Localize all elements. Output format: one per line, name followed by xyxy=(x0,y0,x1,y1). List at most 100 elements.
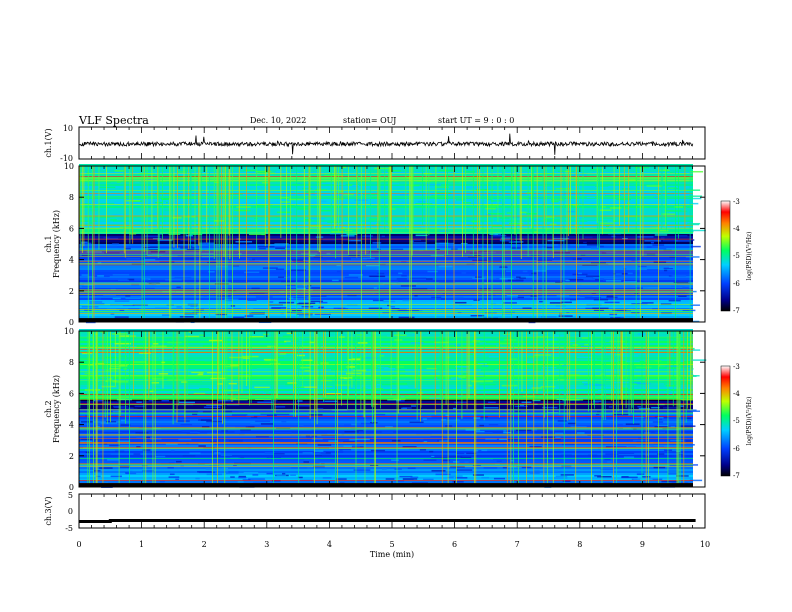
spectrogram-cell xyxy=(197,373,204,376)
spectrogram-cell xyxy=(80,421,93,423)
spectrogram-band xyxy=(79,455,693,457)
spectrogram-cell xyxy=(253,217,259,220)
spectrogram-cell xyxy=(100,216,115,219)
spectrogram-cell xyxy=(617,424,623,426)
spectrogram-cell xyxy=(451,248,458,250)
spectrogram-cell xyxy=(506,295,519,297)
spectrogram-band xyxy=(79,419,693,421)
spectrogram-band xyxy=(79,164,693,166)
spectrogram-cell xyxy=(125,472,137,475)
spectrogram-cell xyxy=(510,247,521,249)
spectrogram-cell xyxy=(313,256,323,258)
spectrogram-cell xyxy=(410,277,427,280)
spectrogram-band xyxy=(79,298,693,300)
spectrogram-cell xyxy=(649,444,654,447)
spectrogram-cell xyxy=(555,187,572,190)
spectrogram-band xyxy=(79,242,693,244)
spectrogram-cell xyxy=(233,464,237,467)
spectrogram-cell xyxy=(356,430,364,432)
spectrogram-cell xyxy=(591,292,597,295)
spectrogram-cell xyxy=(296,337,312,340)
ch1-spectrogram-panel: ch.1 Frequency (kHz) 0 2 4 6 8 10 xyxy=(44,162,706,327)
spectrogram-band xyxy=(79,385,693,387)
spectrogram-cell xyxy=(305,435,311,437)
spectrogram-cell xyxy=(149,390,154,393)
spectrogram-cell xyxy=(186,381,201,383)
spectrogram-cell xyxy=(519,211,527,214)
spectrogram-cell xyxy=(691,410,701,412)
spectrogram-cell xyxy=(302,187,313,190)
spectrogram-cell xyxy=(673,281,689,284)
spectrogram-cell xyxy=(274,437,292,439)
spectrogram-cell xyxy=(689,304,700,306)
spectrogram-cell xyxy=(609,340,626,343)
spectrogram-cell xyxy=(129,433,140,436)
spectrogram-cell xyxy=(682,365,692,368)
spectrogram-cell xyxy=(101,388,111,390)
spectrogram-cell xyxy=(143,358,151,360)
spectrogram-cell xyxy=(114,300,130,302)
spectrogram-cell xyxy=(133,361,146,363)
spectrogram-cell xyxy=(141,278,151,280)
spectrogram-cell xyxy=(115,450,125,453)
spectrogram-cell xyxy=(562,480,571,482)
spectrogram-cell xyxy=(638,407,651,410)
spectrogram-cell xyxy=(376,384,382,386)
spectrogram-band xyxy=(79,192,693,194)
spectrogram-cell xyxy=(422,374,431,376)
spectrogram-cell xyxy=(459,304,473,306)
spectrogram-cell xyxy=(148,261,161,264)
spectrogram-cell xyxy=(580,290,594,292)
spectrogram-cell xyxy=(147,254,163,257)
spectrogram-cell xyxy=(401,261,407,263)
spectrogram-cell xyxy=(375,223,381,226)
spectrogram-cell xyxy=(178,438,192,441)
spectrogram-cell xyxy=(426,367,437,370)
spectrogram-cell xyxy=(450,465,465,468)
spectrogram-cell xyxy=(507,466,522,469)
spectrogram-cell xyxy=(89,222,93,224)
spectrogram-cell xyxy=(109,444,121,447)
spectrogram-cell xyxy=(106,237,119,240)
spectrogram-cell xyxy=(304,459,319,461)
spectrogram-cell xyxy=(82,253,90,255)
spectrogram-cell xyxy=(201,426,210,428)
spectrogram-cell xyxy=(175,460,182,463)
spectrogram-cell xyxy=(208,339,223,342)
spectrogram-cell xyxy=(235,240,253,243)
spectrogram-cell xyxy=(390,357,399,360)
spectrogram-cell xyxy=(184,411,199,413)
spectrogram-cell xyxy=(297,208,309,210)
spectrogram-band xyxy=(79,435,693,437)
spectrogram-cell xyxy=(158,357,175,359)
spectrogram-cell xyxy=(576,276,594,279)
spectrogram-cell xyxy=(466,263,475,265)
spectrogram-cell xyxy=(228,225,234,228)
spectrogram-cell xyxy=(252,474,259,476)
spectrogram-cell xyxy=(282,472,286,475)
spectrogram-cell xyxy=(104,482,108,484)
spectrogram-cell xyxy=(390,248,404,251)
spectrogram-cell xyxy=(275,247,285,249)
spectrogram-cell xyxy=(369,275,386,278)
spectrogram-cell xyxy=(353,280,364,282)
spectrogram-band xyxy=(79,272,693,274)
spectrogram-cell xyxy=(482,251,496,254)
spectrogram-cell xyxy=(453,208,462,211)
spectrogram-cell xyxy=(495,177,511,179)
spectrogram-cell xyxy=(357,342,368,344)
spectrogram-cell xyxy=(407,467,416,470)
spectrogram-cell xyxy=(175,478,179,481)
spectrogram-band xyxy=(79,278,693,280)
spectrogram-cell xyxy=(328,440,338,442)
spectrogram-cell xyxy=(546,216,555,218)
spectrogram-cell xyxy=(81,285,94,288)
spectrogram-cell xyxy=(687,222,701,225)
spectrogram-cell xyxy=(158,373,169,375)
spectrogram-cell xyxy=(520,276,534,278)
spectrogram-cell xyxy=(682,286,689,289)
spectrogram-cell xyxy=(553,477,568,479)
ch1-channel-label: ch.1 xyxy=(44,235,53,252)
spectrogram-band xyxy=(79,411,693,413)
spectrogram-cell xyxy=(646,185,663,187)
